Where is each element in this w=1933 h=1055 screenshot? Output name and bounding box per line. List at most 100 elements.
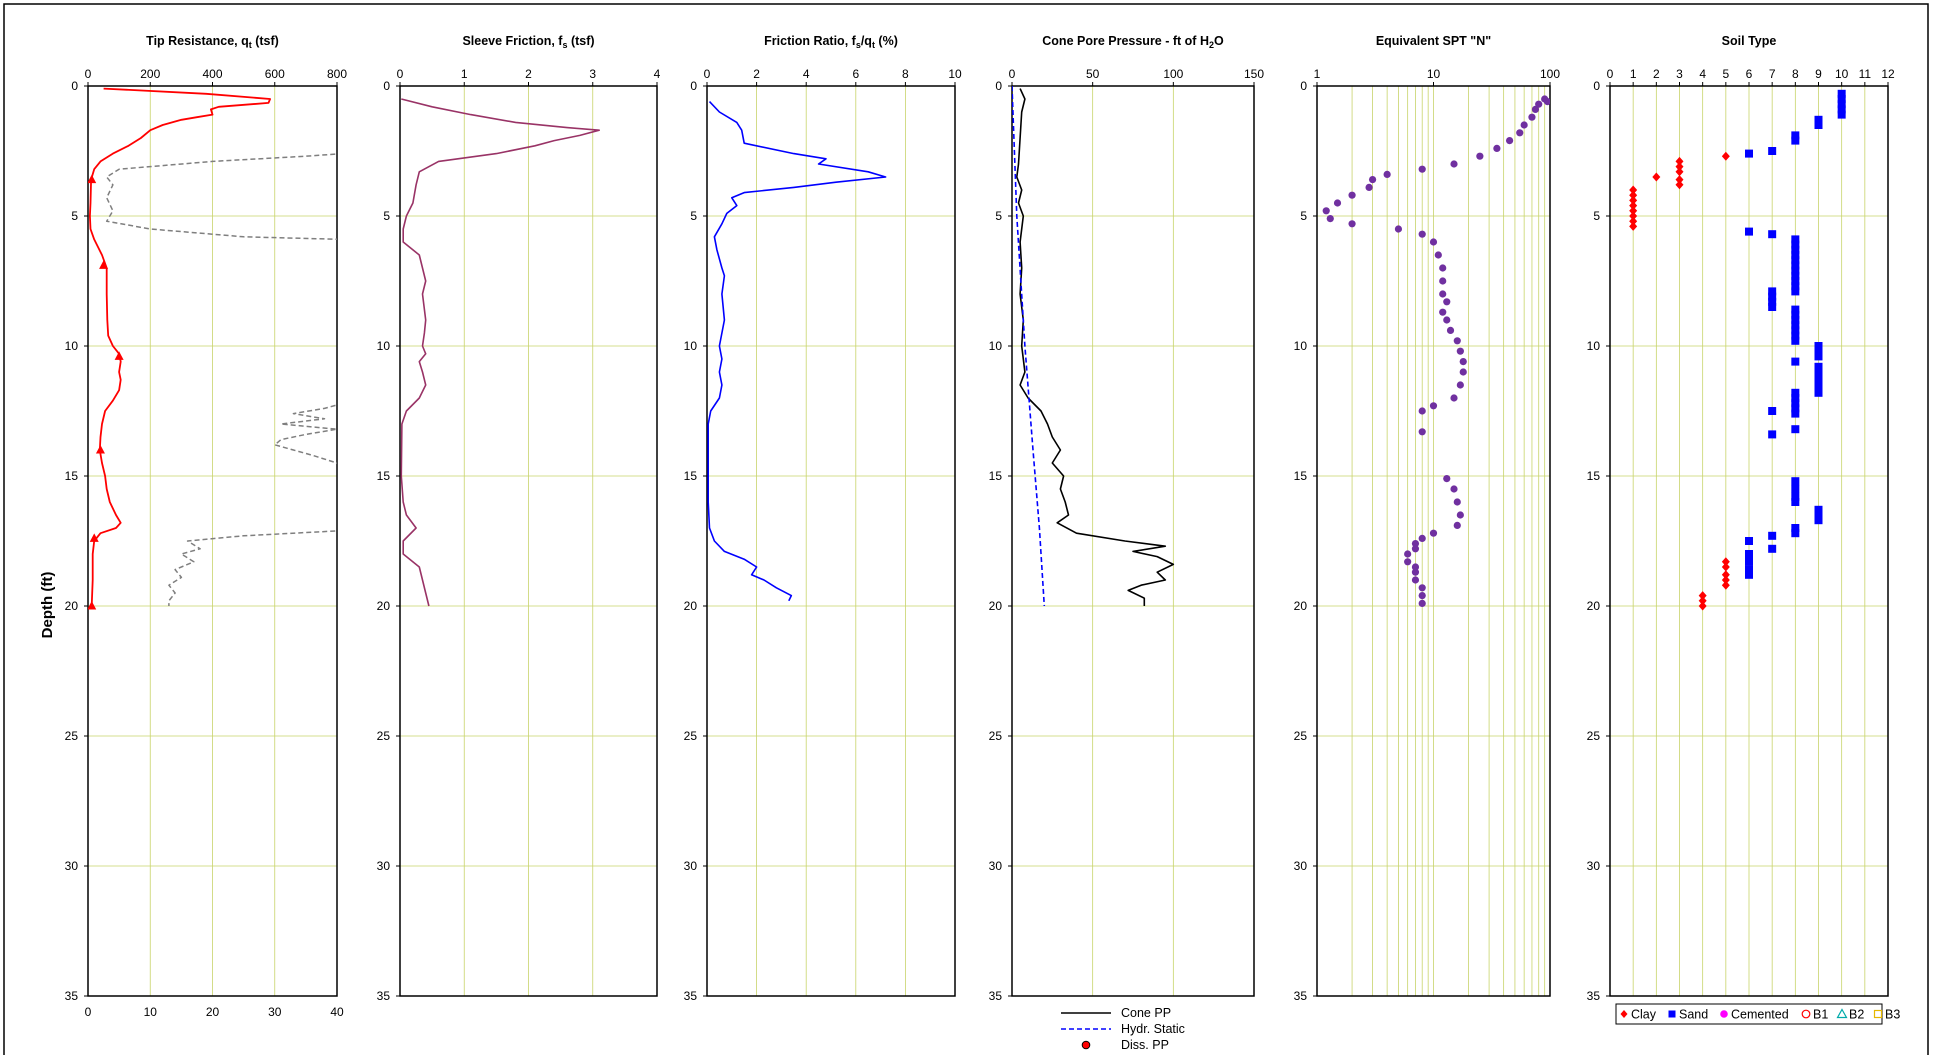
depth-axis-label: Depth (ft) <box>39 572 56 639</box>
data-point <box>1791 316 1800 324</box>
data-point <box>1383 170 1391 178</box>
data-point <box>1476 152 1484 160</box>
x-tick-label: 400 <box>202 67 222 81</box>
data-point <box>1505 137 1514 145</box>
data-point <box>1721 570 1730 580</box>
legend-swatch <box>1873 1009 1883 1019</box>
x-tick-label: 3 <box>589 67 596 81</box>
data-point <box>1629 211 1638 221</box>
series-line-tip-4 <box>168 530 337 606</box>
x-tick-label: 10 <box>948 67 962 81</box>
title-part-pre: Friction Ratio, f <box>764 34 857 48</box>
x2-tick-label: 20 <box>206 1005 220 1019</box>
series-line-sleeve-0 <box>400 98 600 607</box>
x-tick-label: 4 <box>1699 67 1706 81</box>
data-point <box>1768 430 1777 439</box>
data-point <box>1629 206 1638 216</box>
y-tick-label: 35 <box>684 989 698 1003</box>
data-point <box>1698 596 1707 606</box>
data-point <box>1791 477 1800 486</box>
y-tick-label: 35 <box>377 989 391 1003</box>
y-tick-label: 0 <box>1593 79 1600 93</box>
x-tick-label: 2 <box>525 67 532 81</box>
data-point <box>1791 266 1800 275</box>
series-line-pore-1 <box>1012 86 1046 607</box>
data-point <box>1791 235 1800 244</box>
data-point <box>1814 516 1823 525</box>
y-tick-label: 30 <box>684 859 698 873</box>
y-tick-label: 30 <box>377 859 391 873</box>
data-point <box>1418 428 1426 436</box>
title-part-sub2: t <box>872 40 875 50</box>
data-point <box>1791 529 1800 538</box>
plot-area-tip <box>88 87 337 610</box>
data-point <box>1814 342 1823 350</box>
panel-sleeve: Sleeve Friction, fs (tsf) 0 1 2 3 4 0 5 10 15 20 25… <box>377 34 661 1003</box>
x-tick-label: 0 <box>397 67 404 81</box>
x-tick-label: 11 <box>1859 67 1872 81</box>
x2-tick-label: 10 <box>144 1005 158 1019</box>
data-point <box>1394 225 1403 233</box>
y-tick-label: 0 <box>71 79 78 93</box>
data-point <box>1459 368 1467 376</box>
data-point <box>1418 584 1426 592</box>
data-point <box>1768 230 1777 239</box>
legend-label: Diss. PP <box>1121 1038 1169 1052</box>
plot-area-soil <box>1629 89 1846 611</box>
data-point <box>1791 271 1800 280</box>
x2-tick-label: 40 <box>330 1005 344 1019</box>
legend-label: Clay <box>1631 1008 1657 1022</box>
data-point <box>1456 511 1464 519</box>
legend-label: Hydr. Static <box>1121 1022 1185 1036</box>
data-point <box>1429 238 1438 246</box>
data-point <box>1791 131 1800 140</box>
data-point <box>1791 357 1800 366</box>
data-point <box>1791 326 1800 335</box>
y-tick-label: 35 <box>1587 989 1601 1003</box>
panel-title-sleeve: Sleeve Friction, fs (tsf) <box>462 34 594 50</box>
data-point <box>1745 570 1753 579</box>
panel-title-spt: Equivalent SPT "N" <box>1376 34 1491 48</box>
data-point <box>1768 147 1777 155</box>
data-point <box>1791 282 1800 291</box>
data-point <box>1791 331 1800 340</box>
data-point <box>1791 425 1800 434</box>
data-point <box>1629 221 1638 231</box>
panel-spt: Equivalent SPT "N" 1 10 100 0 5 10 15 20 25 30 35 <box>1294 34 1561 1003</box>
plot-frame-friction <box>706 85 956 997</box>
data-point <box>88 174 97 184</box>
data-point <box>1837 100 1846 109</box>
title-part-sub: 2 <box>1209 40 1214 50</box>
legend-swatch <box>1801 1009 1811 1019</box>
data-point <box>1698 601 1707 611</box>
data-point <box>1791 321 1800 330</box>
y-tick-label: 20 <box>65 599 79 613</box>
x-tick-label: 50 <box>1086 67 1100 81</box>
legend-swatch <box>1620 1010 1628 1018</box>
data-point <box>1791 261 1800 270</box>
legend-swatch <box>1720 1010 1728 1018</box>
data-point <box>1535 100 1543 108</box>
data-point <box>1791 305 1800 314</box>
data-point <box>1528 113 1536 121</box>
data-point <box>1443 475 1451 483</box>
data-point <box>95 445 105 454</box>
data-point <box>1837 95 1846 103</box>
y-tick-label: 15 <box>377 469 391 483</box>
panel-pore: Cone Pore Pressure - ft of H2O 0 50 100 150 0… <box>989 34 1265 1052</box>
x-tick-label: 150 <box>1244 67 1264 81</box>
data-point <box>1721 557 1730 567</box>
data-point <box>1411 563 1420 571</box>
y-tick-label: 35 <box>1294 989 1308 1003</box>
data-point <box>1791 404 1800 413</box>
title-part-post: (tsf) <box>567 34 594 48</box>
x-tick-label: 4 <box>803 67 810 81</box>
data-point <box>1814 352 1823 361</box>
plot-area-friction <box>707 101 887 602</box>
data-point <box>1768 287 1777 296</box>
y-tick-label: 20 <box>377 599 391 613</box>
data-point <box>1791 492 1800 501</box>
data-point <box>1531 105 1540 113</box>
data-point <box>1411 540 1420 548</box>
